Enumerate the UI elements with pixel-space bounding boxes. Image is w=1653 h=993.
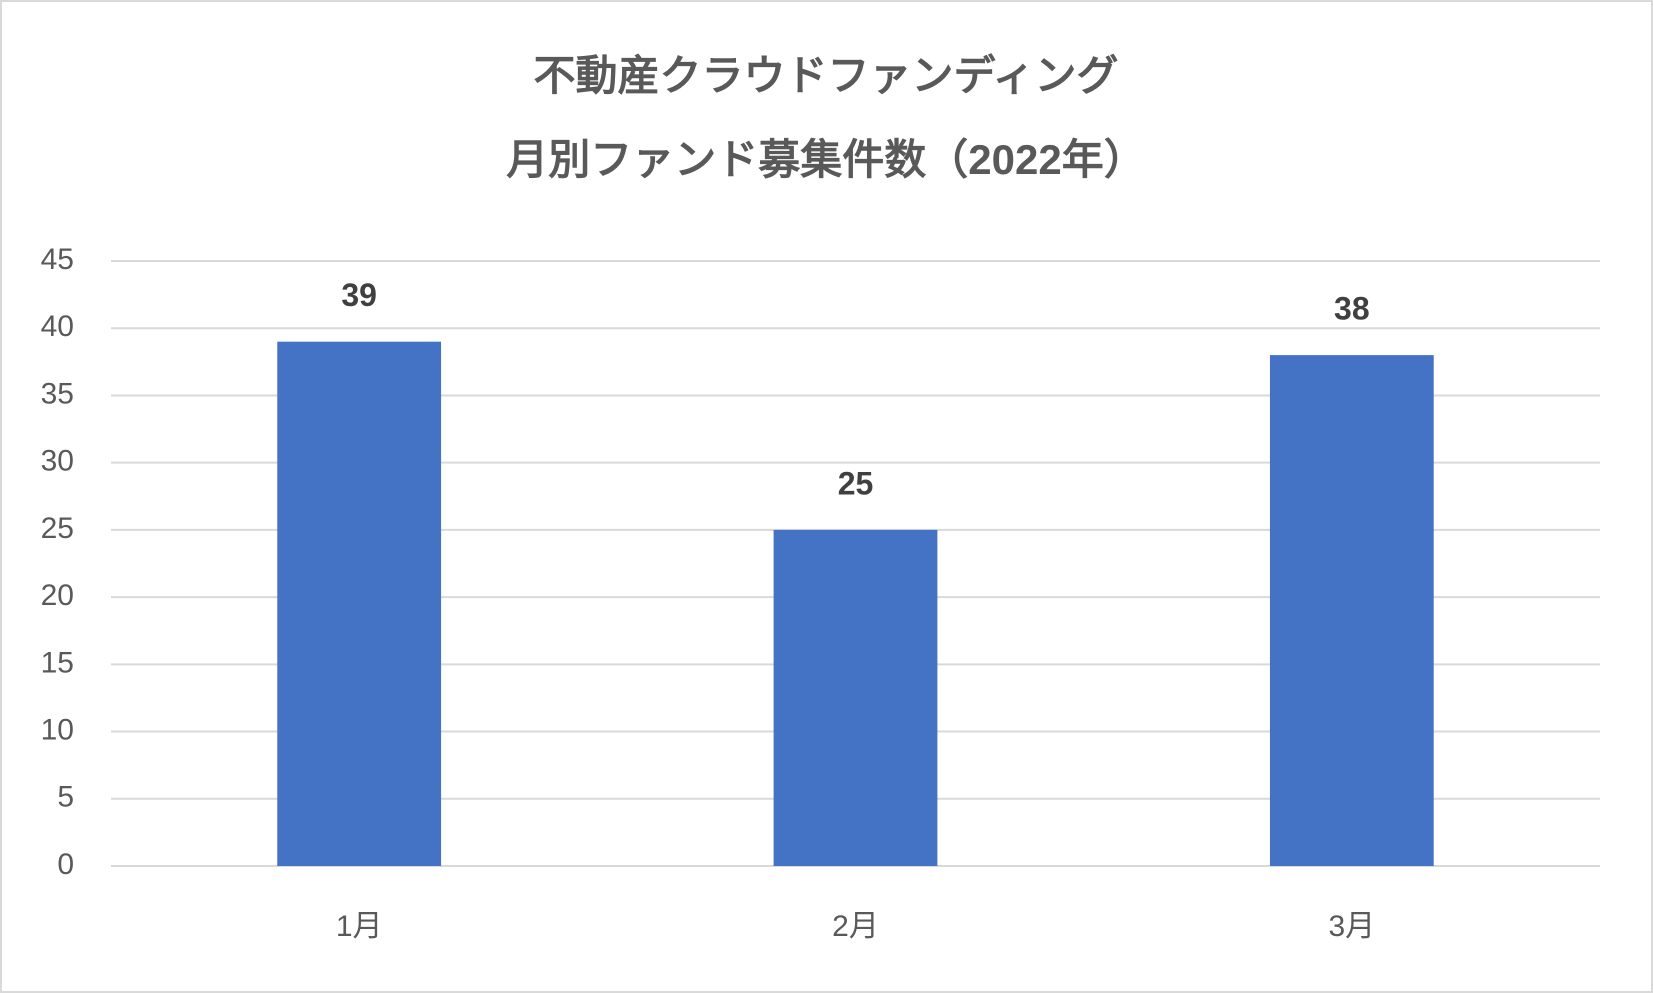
chart-title: 月別ファンド募集件数（2022年） (506, 136, 1145, 183)
bar (277, 341, 442, 867)
y-tick-label: 10 (41, 713, 74, 746)
data-label: 38 (1334, 291, 1370, 327)
y-tick-label: 0 (57, 848, 74, 881)
y-tick-label: 5 (57, 781, 74, 814)
y-tick-label: 20 (41, 579, 74, 612)
y-tick-label: 30 (41, 445, 74, 478)
chart-title: 不動産クラウドファンディング (533, 52, 1118, 99)
y-tick-label: 40 (41, 310, 74, 343)
y-tick-label: 25 (41, 512, 74, 545)
y-tick-label: 35 (41, 377, 74, 410)
y-tick-label: 15 (41, 646, 74, 679)
bar (1269, 355, 1434, 866)
x-tick-label: 2月 (832, 910, 879, 943)
x-tick-label: 1月 (336, 910, 383, 943)
data-label: 25 (838, 465, 874, 501)
data-label: 39 (341, 277, 377, 313)
x-tick-label: 3月 (1328, 910, 1375, 943)
bar (773, 529, 938, 866)
y-tick-label: 45 (41, 243, 74, 276)
